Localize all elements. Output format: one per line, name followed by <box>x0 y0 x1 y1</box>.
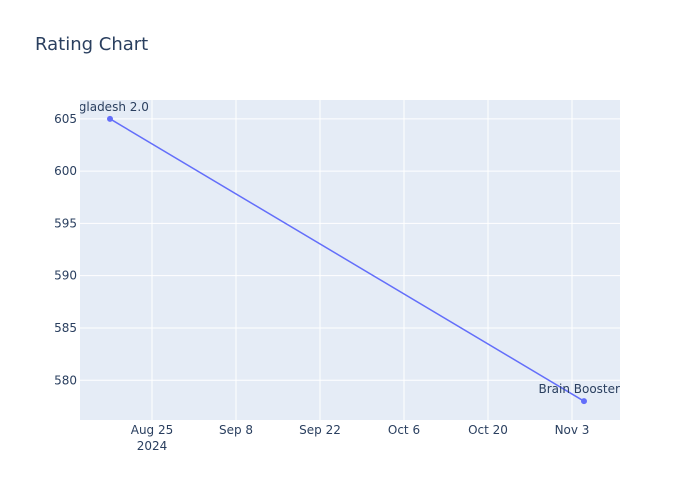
x-tick-label: Nov 3 <box>555 423 590 437</box>
y-tick-label: 580 <box>54 373 77 387</box>
y-tick-label: 595 <box>54 216 77 230</box>
axis-ticks: 580 585 590 595 600 605 Aug 25 2024 Sep 8 Sep 22 O… <box>54 112 589 453</box>
x-tick-label: Sep 22 <box>299 423 341 437</box>
data-point <box>107 115 113 122</box>
x-tick-sublabel: 2024 <box>137 439 168 453</box>
chart-title: Rating Chart <box>35 34 148 55</box>
y-tick-label: 605 <box>54 112 77 126</box>
y-tick-label: 585 <box>54 321 77 335</box>
data-point <box>581 398 587 405</box>
x-tick-label: Sep 8 <box>219 423 253 437</box>
y-tick-label: 600 <box>54 164 77 178</box>
grid-lines <box>80 100 620 420</box>
plot-area <box>80 100 620 420</box>
y-tick-label: 590 <box>54 269 77 283</box>
x-tick-label: Oct 20 <box>468 423 508 437</box>
point-labels: ngladesh 2.0 Brain Booster <box>71 100 620 396</box>
series-line <box>109 118 585 402</box>
x-tick-label: Oct 6 <box>388 423 420 437</box>
data-point-label: ngladesh 2.0 <box>71 100 149 114</box>
series-layer <box>107 115 587 405</box>
x-tick-label: Aug 25 <box>131 423 174 437</box>
data-point-label: Brain Booster <box>538 382 620 396</box>
